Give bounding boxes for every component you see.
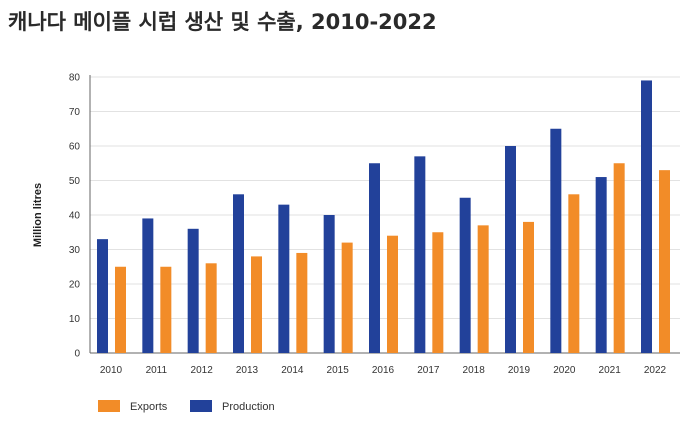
y-tick-label: 30 xyxy=(69,245,81,256)
bar-exports-2012 xyxy=(205,263,217,353)
x-tick-label: 2018 xyxy=(463,365,486,376)
chart-title: 캐나다 메이플 시럽 생산 및 수출, 2010-2022 xyxy=(8,10,437,34)
x-tick-label: 2016 xyxy=(372,365,395,376)
bar-production-2019 xyxy=(505,146,516,353)
legend-swatch-production xyxy=(190,400,212,412)
y-tick-label: 70 xyxy=(69,107,81,118)
bar-production-2014 xyxy=(278,204,290,353)
y-tick-label: 40 xyxy=(69,211,81,222)
bar-exports-2016 xyxy=(387,235,398,353)
y-axis-label: Million litres xyxy=(32,183,44,247)
bar-exports-2019 xyxy=(523,221,534,353)
bar-exports-2014 xyxy=(296,252,308,353)
x-tick-label: 2010 xyxy=(100,365,123,376)
x-tick-label: 2021 xyxy=(599,365,622,376)
bar-exports-2018 xyxy=(477,225,489,353)
y-tick-labels: 0 10 20 30 40 50 60 70 80 xyxy=(69,73,81,360)
axes xyxy=(89,75,680,354)
x-tick-label: 2020 xyxy=(553,365,576,376)
bar-production-2015 xyxy=(323,215,335,353)
bar-production-2016 xyxy=(369,163,380,353)
x-tick-label: 2019 xyxy=(508,365,531,376)
bar-production-2018 xyxy=(459,197,471,353)
legend-swatch-exports xyxy=(98,400,120,412)
legend-label-exports: Exports xyxy=(130,401,168,413)
y-tick-label: 10 xyxy=(69,314,81,325)
bar-production-2017 xyxy=(414,156,426,353)
x-tick-label: 2012 xyxy=(191,365,214,376)
y-tick-label: 50 xyxy=(69,176,81,187)
bar-production-2013 xyxy=(233,194,244,353)
bar-exports-2021 xyxy=(613,163,625,353)
bar-production-2020 xyxy=(550,128,562,353)
bar-exports-2015 xyxy=(341,242,353,353)
x-tick-label: 2013 xyxy=(236,365,259,376)
x-tick-label: 2015 xyxy=(327,365,350,376)
bar-production-2021 xyxy=(595,177,607,353)
y-tick-label: 80 xyxy=(69,73,81,84)
x-tick-label: 2014 xyxy=(281,365,304,376)
bar-exports-2011 xyxy=(160,266,172,353)
bar-production-2012 xyxy=(187,228,199,353)
bar-exports-2010 xyxy=(115,266,126,353)
legend-label-production: Production xyxy=(222,401,275,413)
bar-production-2022 xyxy=(641,80,652,353)
x-tick-label: 2022 xyxy=(644,365,667,376)
bar-production-2010 xyxy=(97,239,108,353)
grid-lines xyxy=(90,76,680,319)
bar-exports-2022 xyxy=(659,170,670,353)
y-tick-label: 20 xyxy=(69,280,81,291)
x-tick-label: 2011 xyxy=(146,365,168,376)
x-tick-labels: 2010 2011 2012 2013 2014 2015 2016 2017 2018 2019… xyxy=(100,365,667,376)
legend: Exports Production xyxy=(98,400,275,413)
x-tick-label: 2017 xyxy=(417,365,440,376)
bar-exports-2020 xyxy=(568,194,580,353)
bar-exports-2017 xyxy=(432,232,444,353)
bars xyxy=(97,80,670,353)
bar-production-2011 xyxy=(142,218,154,353)
bar-exports-2013 xyxy=(251,256,262,353)
y-tick-label: 60 xyxy=(69,142,81,153)
y-tick-label: 0 xyxy=(74,349,80,360)
